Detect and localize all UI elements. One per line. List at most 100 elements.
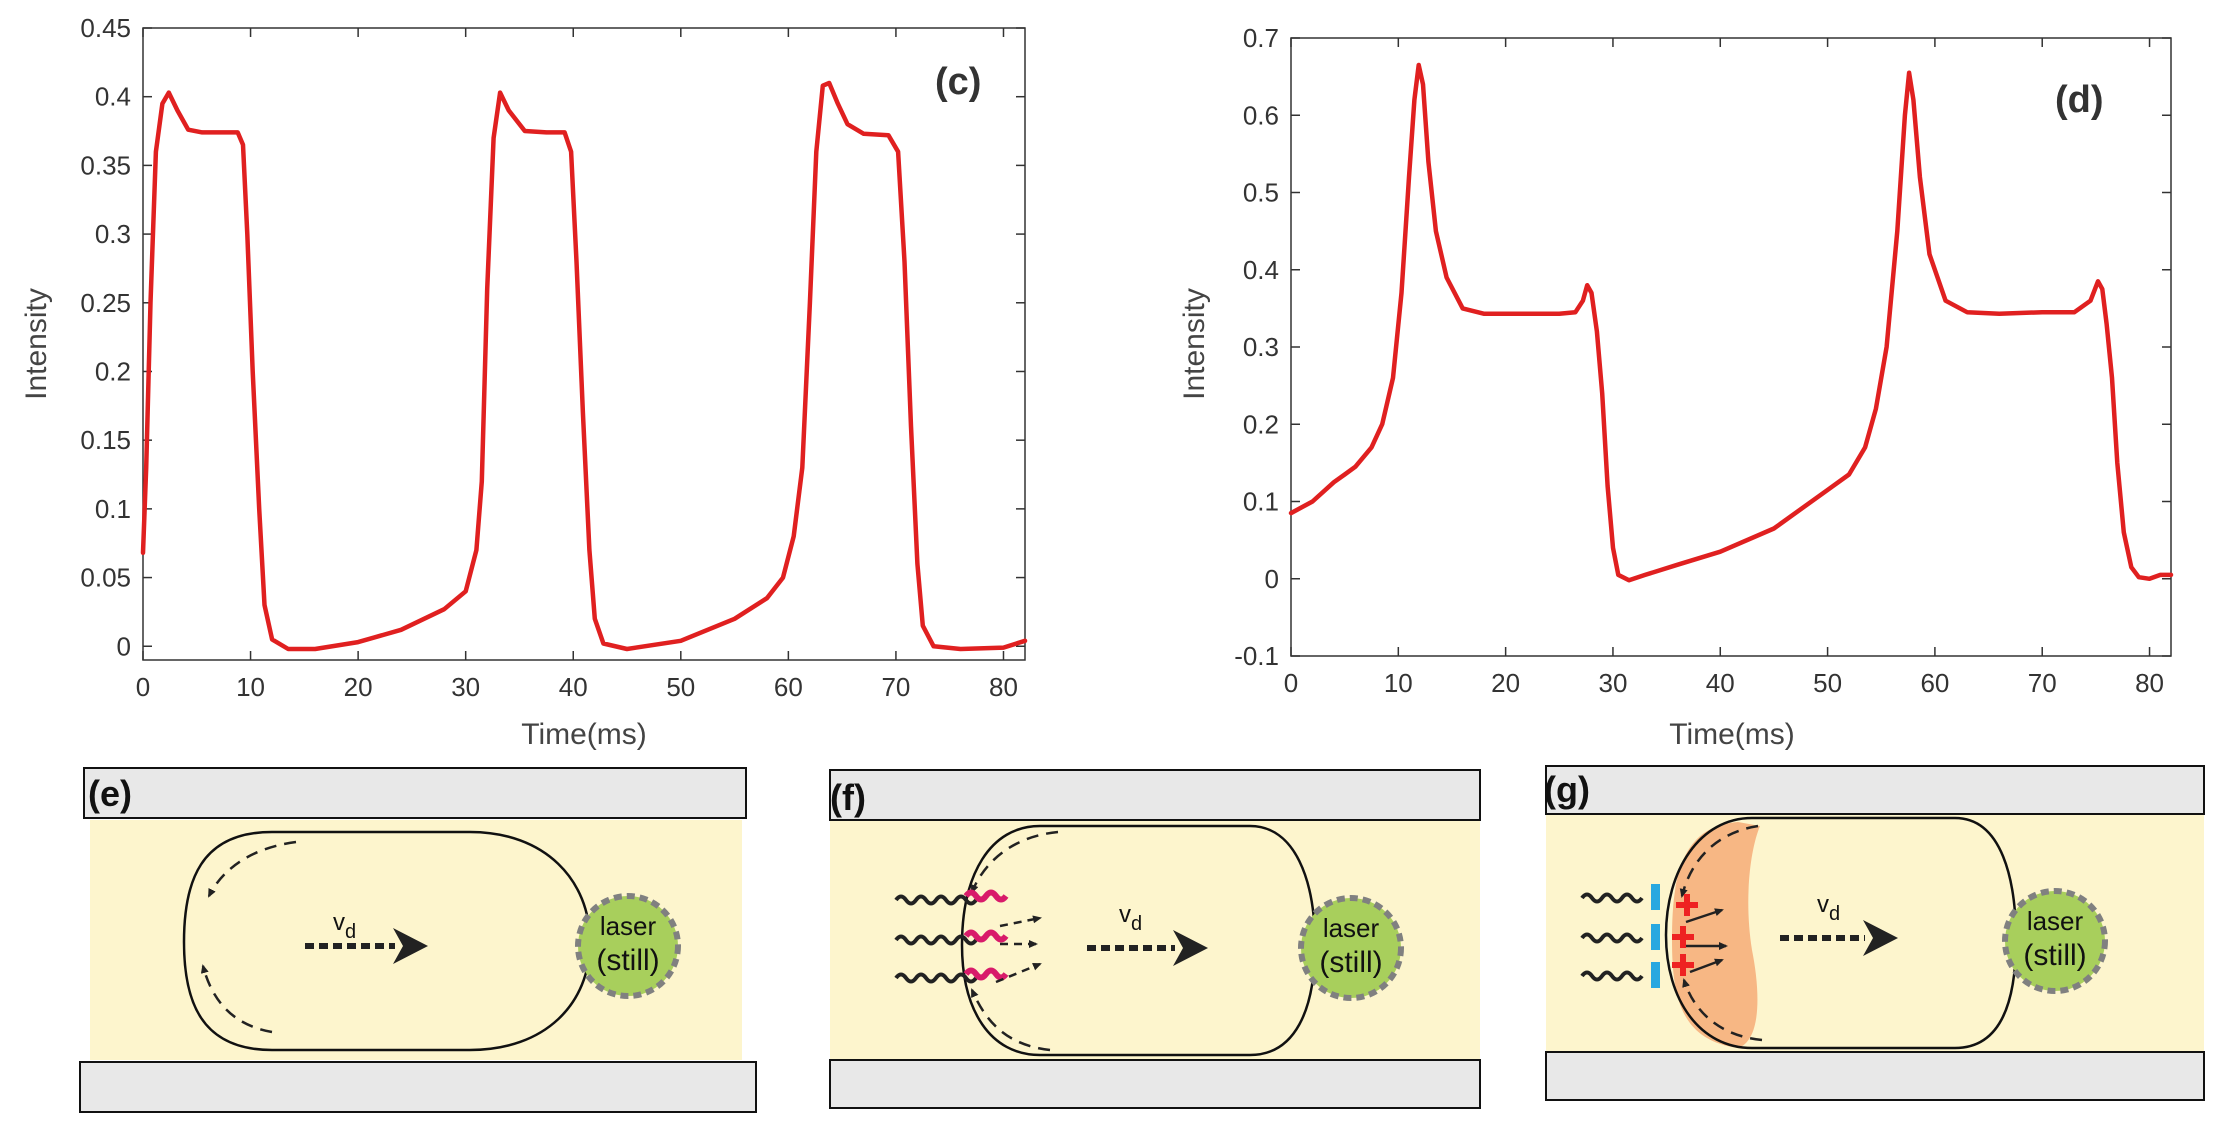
chart-d-ytick-label-6: 0.5 — [1243, 178, 1279, 208]
recirculation-arrow-bottom-e — [200, 964, 273, 1034]
polymer-chains-f — [894, 894, 978, 984]
chart-c-xtick-label-4: 40 — [559, 672, 588, 702]
adsorbed-molecule-3-f — [963, 967, 1009, 981]
chart-d-x-ticks: 0 10 20 30 40 50 60 70 80 — [1284, 38, 2164, 698]
chart-c-ytick-label-8: 0.4 — [95, 82, 131, 112]
chart-d-xtick-label-4: 40 — [1706, 668, 1735, 698]
flow-arrow-up-g — [1685, 908, 1724, 924]
schematic-g-label: (g) — [1544, 769, 1590, 810]
bottom-wall-g — [1545, 1051, 2205, 1101]
laser-text-line1-g: laser — [2027, 906, 2084, 936]
chart-d-ytick-label-3: 0.2 — [1243, 409, 1279, 439]
velocity-symbol-e: v — [333, 909, 345, 936]
polymer-chain-1-f — [894, 894, 978, 906]
velocity-arrow-head-g — [1863, 920, 1898, 956]
velocity-label-e: vd — [333, 909, 356, 943]
schematic-g: (g) vd laser (still) — [1544, 765, 2205, 1101]
chart-d-xtick-label-7: 70 — [2028, 668, 2057, 698]
chart-d-xtick-label-3: 30 — [1598, 668, 1627, 698]
chart-d-xtick-label-0: 0 — [1284, 668, 1298, 698]
chart-d: 0 10 20 30 40 50 60 70 80 -0.100.10.20.30.40.50.… — [1178, 23, 2174, 751]
positive-charges-g — [1672, 894, 1698, 976]
velocity-symbol-g: v — [1817, 891, 1829, 918]
chart-d-series-line — [1288, 62, 2174, 583]
schematic-f-label: (f) — [830, 777, 866, 818]
chart-c-xtick-label-2: 20 — [344, 672, 373, 702]
chart-d-xtick-label-6: 60 — [1920, 668, 1949, 698]
chart-c-y-ticks: 0 0.05 0.1 0.15 0.2 0.25 0.3 0.35 0.4 0.45 — [80, 13, 1025, 661]
chart-d-ytick-label-8: 0.7 — [1243, 23, 1279, 53]
laser-spot-f — [1298, 895, 1404, 1001]
blue-markers-g — [1651, 884, 1660, 988]
chart-d-ytick-label-5: 0.4 — [1243, 255, 1279, 285]
chart-c-series-line — [140, 80, 1028, 652]
chart-d-ytick-label-4: 0.3 — [1243, 332, 1279, 362]
laser-text-line1-e: laser — [600, 911, 657, 941]
chart-c-xtick-label-7: 70 — [881, 672, 910, 702]
polymer-chain-3-g — [1580, 970, 1644, 982]
flow-arrow-up-f — [999, 915, 1042, 928]
polymer-chain-2-g — [1580, 932, 1644, 944]
chart-c-xtick-label-3: 30 — [451, 672, 480, 702]
velocity-subscript-f: d — [1131, 913, 1142, 935]
bottom-wall-e — [79, 1061, 757, 1113]
droplet-outline-e — [182, 830, 592, 1052]
droplet-outline-f — [960, 824, 1317, 1057]
bottom-wall-f — [829, 1059, 1481, 1109]
chart-d-plot-frame — [1290, 37, 2172, 657]
chart-d-x-axis-label: Time(ms) — [1669, 718, 1795, 751]
chart-d-xtick-label-8: 80 — [2135, 668, 2164, 698]
flow-arrow-down-f — [995, 962, 1042, 984]
chart-c-panel-tag: (c) — [935, 61, 981, 103]
top-wall-f — [829, 769, 1481, 821]
chart-d-y-ticks: -0.1 0 0.1 0.2 0.3 0.4 0.5 0.6 0.7 — [1234, 23, 2171, 671]
chart-d-xtick-label-5: 50 — [1813, 668, 1842, 698]
chart-c-x-ticks: 0 10 20 30 40 50 60 70 80 — [136, 28, 1018, 702]
schematic-f: (f) vd laser (still) — [829, 769, 1481, 1109]
laser-spot-g — [2002, 888, 2108, 994]
adsorption-region-g — [1672, 822, 1760, 1048]
top-wall-g — [1545, 765, 2205, 815]
chart-c-xtick-label-0: 0 — [136, 672, 150, 702]
velocity-label-f: vd — [1119, 901, 1142, 935]
chart-c-ytick-label-0: 0 — [117, 631, 131, 661]
chart-d-y-axis-label: Intensity — [1178, 288, 1211, 400]
velocity-arrow-head-e — [393, 928, 428, 964]
charge-plus-2-g — [1672, 926, 1694, 948]
polymer-chains-g — [1580, 892, 1644, 982]
velocity-subscript-g: d — [1829, 903, 1840, 925]
velocity-label-g: vd — [1817, 891, 1840, 925]
droplet-outline-g — [1664, 816, 2018, 1050]
chart-c-ytick-label-2: 0.1 — [95, 494, 131, 524]
adsorbed-molecule-2-f — [963, 929, 1009, 943]
laser-text-line2-g: (still) — [2023, 939, 2086, 972]
chart-c-plot-frame — [142, 27, 1026, 661]
chart-c-ytick-label-4: 0.2 — [95, 356, 131, 386]
chart-d-ytick-label-0: -0.1 — [1234, 641, 1279, 671]
chart-c: 0 10 20 30 40 50 60 70 80 0 0.05 0.1 0.15 0.2 0.25 0.3… — [20, 13, 1028, 751]
laser-text-line1-f: laser — [1323, 913, 1380, 943]
chart-c-ytick-label-3: 0.15 — [80, 425, 131, 455]
chart-d-panel-tag: (d) — [2055, 79, 2104, 121]
velocity-symbol-f: v — [1119, 901, 1131, 928]
chart-c-xtick-label-8: 80 — [989, 672, 1018, 702]
chart-c-xtick-label-1: 10 — [236, 672, 265, 702]
laser-spot-e — [575, 893, 681, 999]
velocity-arrow-head-f — [1173, 930, 1208, 966]
recirculation-arrow-top-g — [1679, 824, 1759, 898]
blue-marker-1-g — [1651, 884, 1660, 910]
chart-c-ytick-label-5: 0.25 — [80, 288, 131, 318]
polymer-chain-1-g — [1580, 892, 1644, 904]
laser-text-line2-f: (still) — [1319, 946, 1382, 979]
chart-c-xtick-label-6: 60 — [774, 672, 803, 702]
chart-d-ytick-label-7: 0.6 — [1243, 100, 1279, 130]
polymer-chain-3-f — [894, 972, 978, 984]
chart-c-xtick-label-5: 50 — [666, 672, 695, 702]
laser-text-line2-e: (still) — [596, 944, 659, 977]
chart-d-xtick-label-2: 20 — [1491, 668, 1520, 698]
velocity-subscript-e: d — [345, 921, 356, 943]
schematic-e: (e) vd laser (still) — [79, 767, 757, 1113]
chart-d-ytick-label-1: 0 — [1265, 564, 1279, 594]
blue-marker-2-g — [1651, 924, 1660, 950]
